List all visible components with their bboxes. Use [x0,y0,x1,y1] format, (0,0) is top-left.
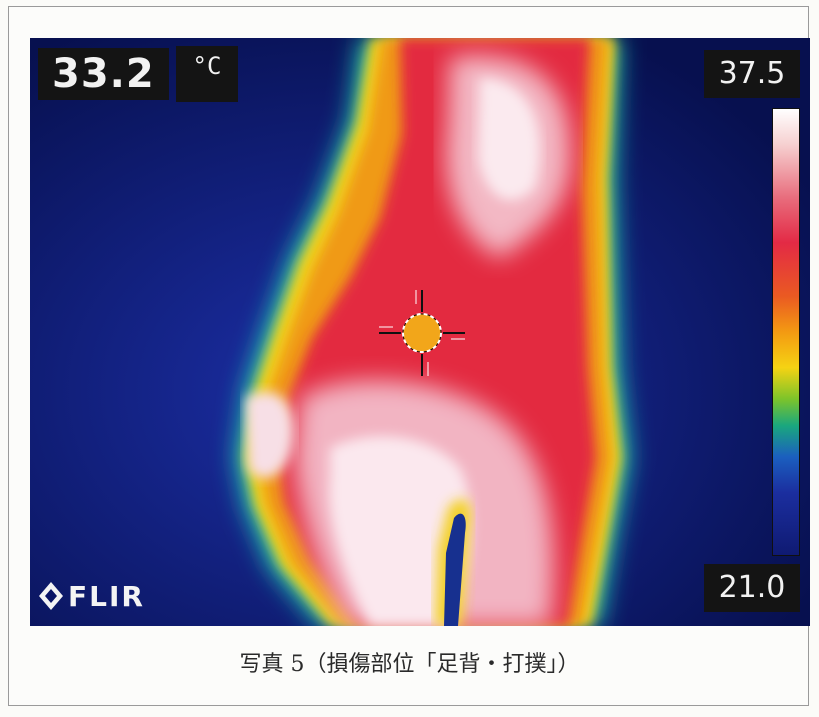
temperature-unit: °C [176,46,238,102]
temperature-scale-bar [772,108,800,556]
photo-caption: 写真 5（損傷部位「足背・打撲」） [239,652,580,677]
thermal-image: 33.2 °C 37.5 21.0 FLIR [30,38,810,626]
scale-min-label: 21.0 [704,564,800,612]
flir-logo-icon [39,582,63,610]
toe-gap-cold [444,513,466,626]
hot-region-toes-core [329,436,471,626]
hot-region-ankle-core [478,78,540,201]
hot-region-big-toe [245,391,294,479]
scale-max-label: 37.5 [704,50,800,98]
flir-logo: FLIR [38,576,145,616]
thermal-scene [30,38,810,626]
spot-crosshair [379,290,465,376]
spot-temperature-readout: 33.2 [38,48,169,100]
flir-logo-text: FLIR [68,579,145,613]
